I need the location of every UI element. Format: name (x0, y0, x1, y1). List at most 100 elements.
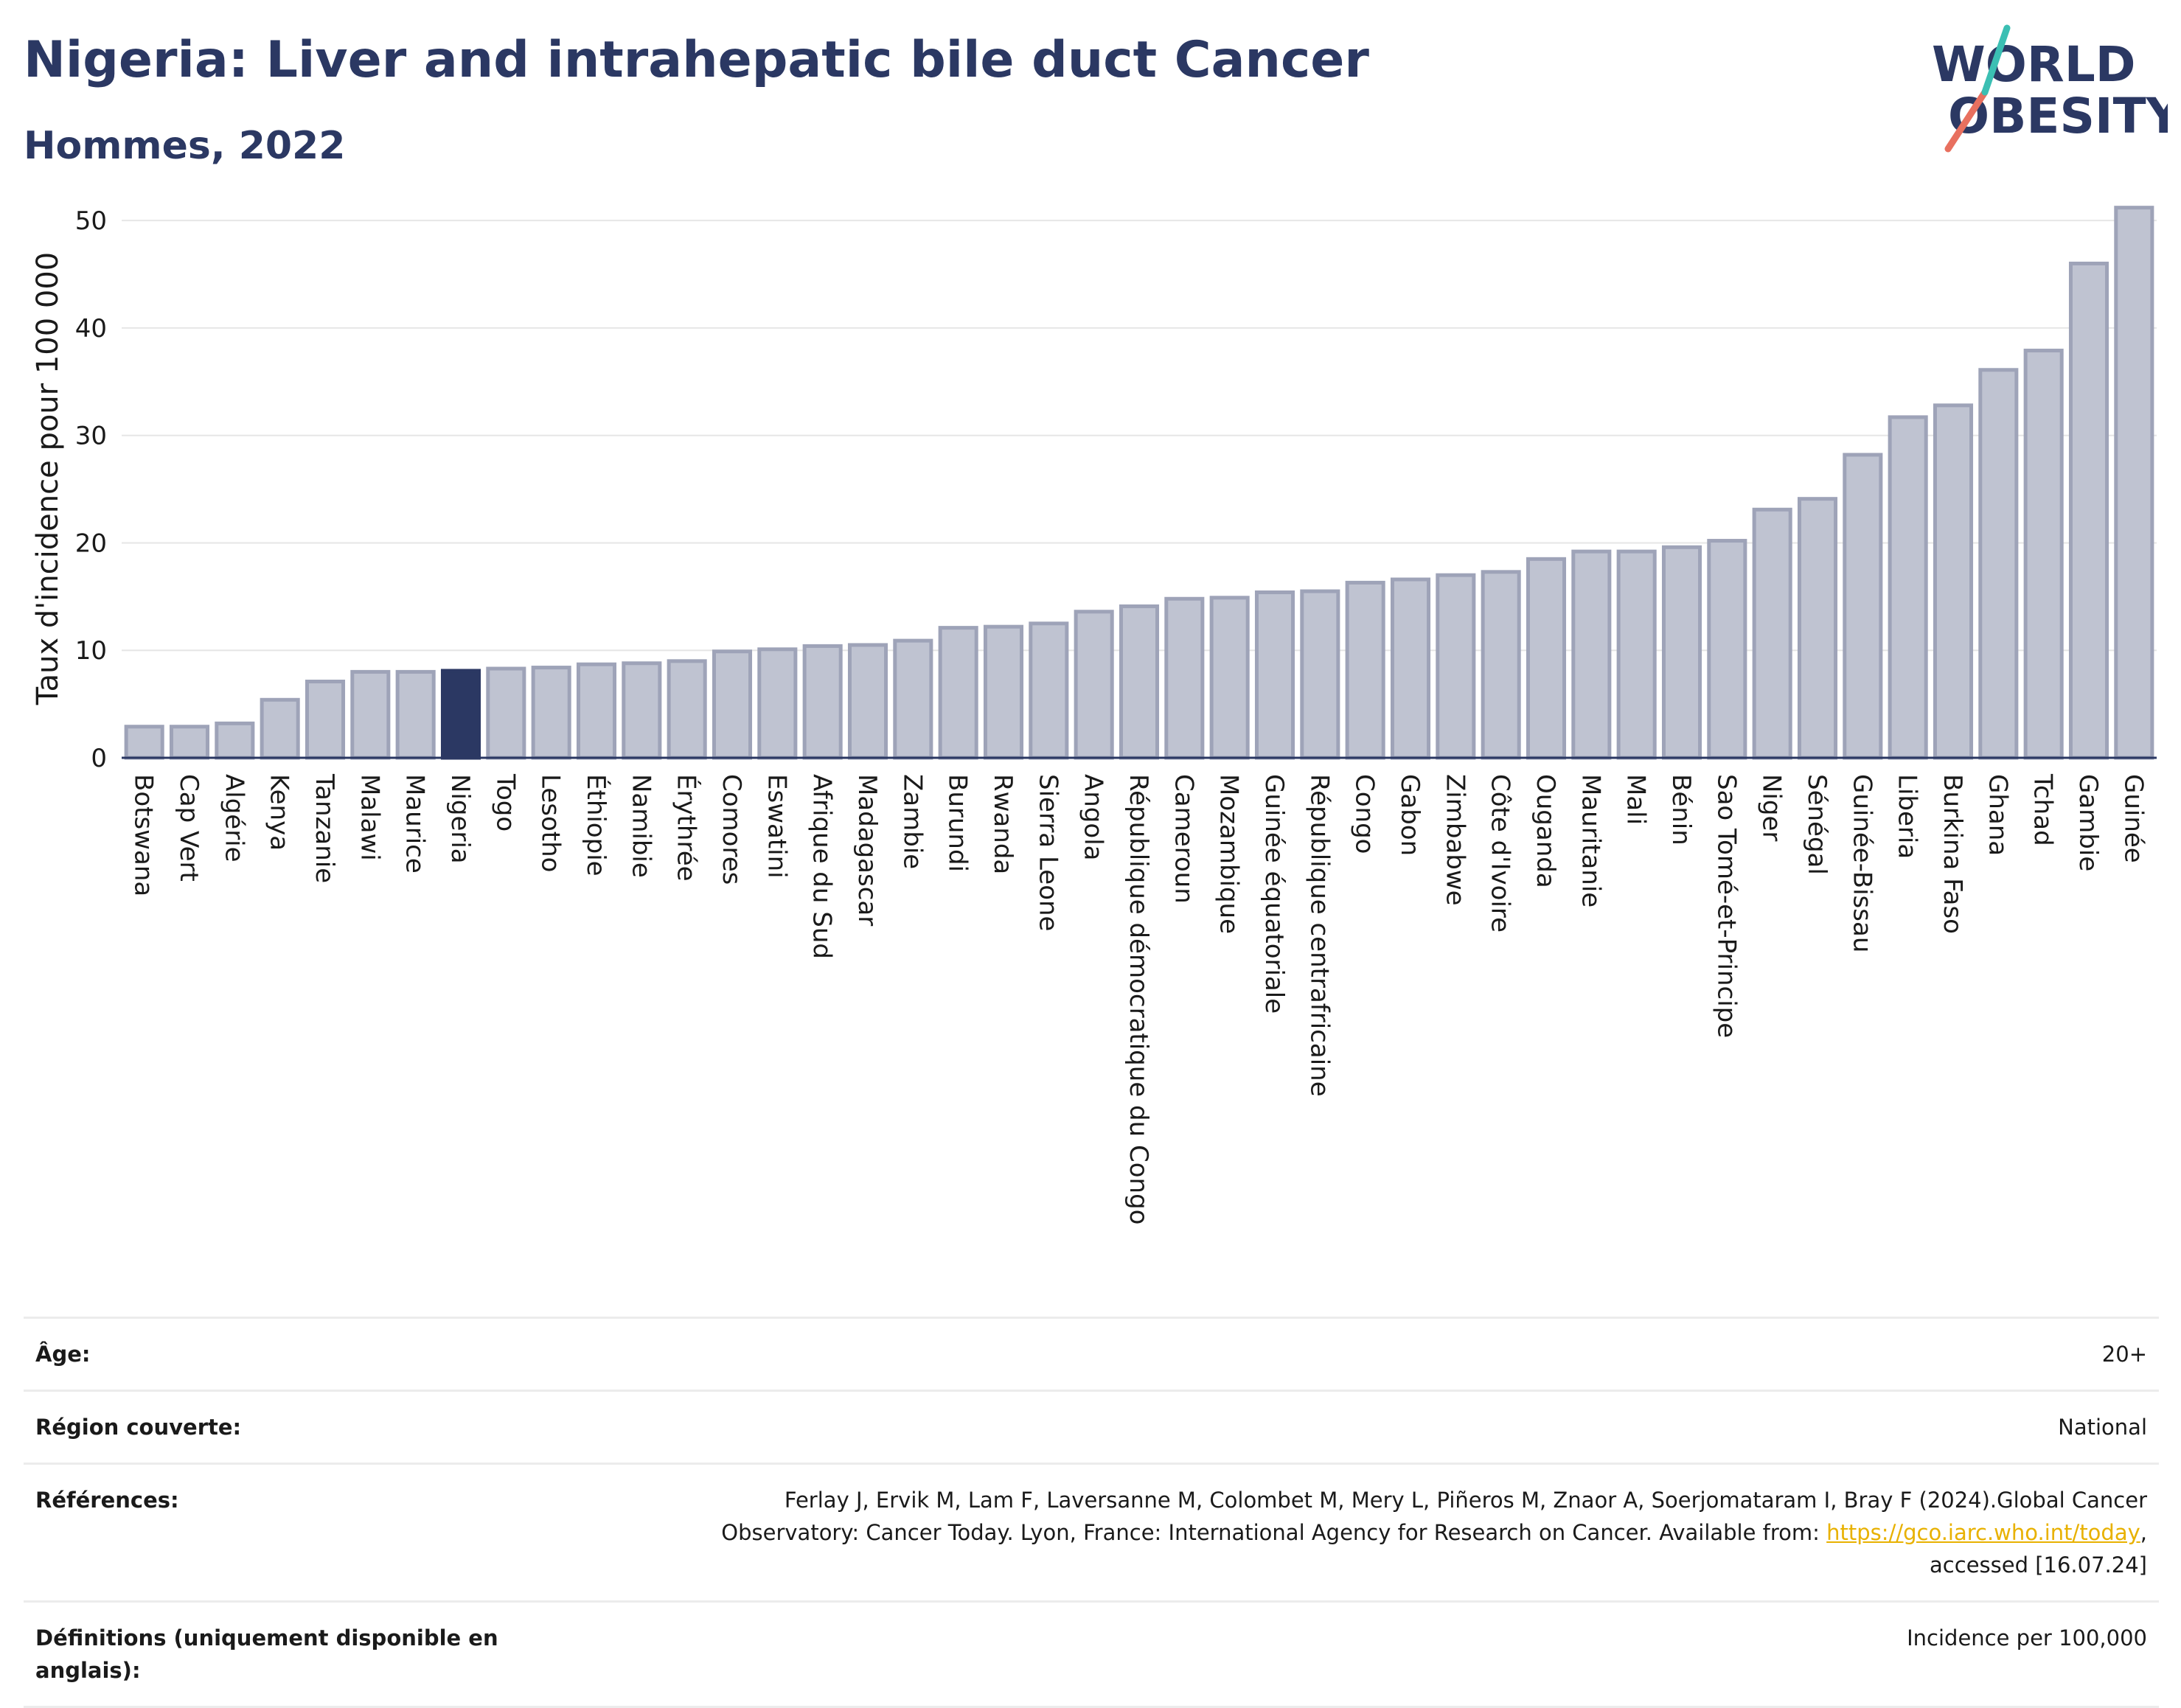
bar-guin-e-quatoriale[interactable] (1254, 590, 1295, 760)
page-subtitle: Hommes, 2022 (24, 124, 346, 168)
y-tick-label: 40 (75, 314, 107, 344)
bar-comores[interactable] (712, 649, 753, 760)
x-tick-label: Mauritanie (1576, 774, 1605, 907)
bar-rwanda[interactable] (983, 624, 1024, 760)
bar-guin-e[interactable] (2114, 206, 2154, 760)
bar-ouganda[interactable] (1526, 557, 1567, 760)
world-obesity-logo: WORLD OBESITY (1932, 24, 2168, 153)
bar-r-publique-d-mocratique-du-congo[interactable] (1119, 604, 1160, 760)
bar-sierra-leone[interactable] (1029, 621, 1069, 760)
bar-alg-rie[interactable] (215, 721, 255, 760)
references-line2-end: , (2140, 1520, 2147, 1545)
x-tick-label: Érythrée (672, 774, 702, 882)
x-tick-label: Éthiopie (581, 774, 611, 876)
bars (124, 206, 2154, 760)
references-label: Références: (35, 1488, 179, 1513)
bar-kenya[interactable] (260, 697, 300, 760)
bar-burkina-faso[interactable] (1933, 403, 1974, 760)
x-tick-label: Cap Vert (174, 774, 204, 882)
x-tick-label: Botswana (129, 774, 159, 896)
x-tick-label: Cameroun (1169, 774, 1198, 904)
bar-angola[interactable] (1074, 610, 1114, 760)
x-tick-label: Tanzanie (310, 773, 339, 883)
references-link[interactable]: https://gco.iarc.who.int/today (1826, 1520, 2140, 1545)
bar-cap-vert[interactable] (169, 725, 210, 760)
bar-cameroun[interactable] (1164, 596, 1205, 760)
definitions-value: Incidence per 100,000 (1907, 1625, 2147, 1651)
bar-malawi[interactable] (350, 669, 391, 760)
logo-line1: WORLD (1932, 36, 2136, 93)
x-tick-label: Sierra Leone (1033, 774, 1062, 931)
x-tick-label: Ghana (1983, 774, 2012, 856)
bar-mozambique[interactable] (1209, 596, 1250, 760)
x-tick-label: Comores (717, 774, 746, 885)
page-title: Nigeria: Liver and intrahepatic bile duc… (24, 31, 1369, 89)
bar-namibie[interactable] (622, 661, 662, 760)
references-line3: accessed [16.07.24] (1930, 1552, 2147, 1578)
definitions-label: Définitions (uniquement disponible en an… (35, 1625, 498, 1683)
bar-tanzanie[interactable] (305, 680, 346, 760)
x-tick-label: République démocratique du Congo (1124, 774, 1153, 1224)
x-tick-label: Zimbabwe (1440, 774, 1469, 906)
x-tick-label: Namibie (626, 774, 655, 878)
bar-ghana[interactable] (1978, 368, 2019, 760)
bar-gambie[interactable] (2068, 261, 2109, 760)
bar-mauritanie[interactable] (1571, 549, 1612, 760)
info-row-references: Références: Ferlay J, Ervik M, Lam F, La… (24, 1463, 2159, 1600)
bar-burundi[interactable] (938, 626, 978, 760)
bar-liberia[interactable] (1888, 415, 1928, 760)
x-tick-label: Guinée équatoriale (1259, 774, 1289, 1014)
y-tick-label: 30 (75, 422, 107, 451)
y-tick-label: 0 (91, 744, 107, 773)
bar-gabon[interactable] (1390, 577, 1431, 760)
y-tick-label: 20 (75, 529, 107, 558)
bar--rythr-e[interactable] (667, 659, 707, 760)
bar-zambie[interactable] (893, 638, 933, 760)
x-tick-label: Congo (1350, 774, 1380, 854)
bar-guin-e-bissau[interactable] (1843, 453, 1883, 760)
bar-afrique-du-sud[interactable] (802, 644, 843, 760)
bar-s-n-gal[interactable] (1797, 497, 1838, 760)
x-tick-label: Eswatini (762, 774, 791, 879)
bar-mali[interactable] (1616, 549, 1657, 760)
bar-zimbabwe[interactable] (1436, 573, 1476, 760)
age-label: Âge: (35, 1342, 91, 1367)
bar--thiopie[interactable] (576, 662, 617, 760)
bar-tchad[interactable] (2023, 349, 2064, 760)
region-value: National (2058, 1415, 2147, 1440)
bar-sao-tom-et-principe[interactable] (1707, 539, 1747, 760)
bar-c-te-d-ivoire[interactable] (1481, 570, 1521, 760)
logo-slash-teal (1981, 24, 2011, 96)
bar-niger[interactable] (1752, 507, 1792, 760)
x-tick-label: Lesotho (536, 774, 566, 872)
x-tick-label: Nigeria (445, 774, 475, 864)
x-tick-label: Malawi (355, 774, 384, 861)
x-tick-label: Kenya (265, 774, 294, 851)
x-tick-label: Sao Tomé-et-Principe (1711, 774, 1741, 1038)
x-tick-label: Madagascar (852, 774, 882, 926)
bar-botswana[interactable] (124, 725, 164, 760)
x-tick-label: Gambie (2073, 774, 2103, 871)
age-value: 20+ (2101, 1342, 2147, 1367)
bar-lesotho[interactable] (531, 666, 571, 760)
bar-eswatini[interactable] (757, 647, 798, 760)
region-label: Région couverte: (35, 1415, 242, 1440)
info-row-age: Âge: 20+ (24, 1317, 2159, 1390)
x-tick-label: Afrique du Sud (807, 774, 837, 959)
x-tick-label: Ouganda (1531, 774, 1560, 888)
bar-nigeria[interactable] (440, 669, 481, 760)
bar-madagascar[interactable] (847, 643, 888, 760)
bar-togo[interactable] (486, 666, 526, 760)
bar-b-nin[interactable] (1661, 545, 1702, 760)
x-tick-label: Bénin (1666, 774, 1696, 846)
references-value: Ferlay J, Ervik M, Lam F, Laversanne M, … (721, 1484, 2147, 1581)
bar-maurice[interactable] (395, 669, 436, 760)
x-tick-label: Algérie (219, 774, 248, 862)
bar-congo[interactable] (1345, 580, 1385, 760)
info-row-definitions: Définitions (uniquement disponible en an… (24, 1600, 2159, 1708)
x-tick-label: Mozambique (1214, 774, 1244, 934)
x-tick-labels: Botswana Cap Vert Algérie Kenya Tanzanie Mala… (129, 773, 2149, 1224)
info-row-region: Région couverte: National (24, 1390, 2159, 1463)
x-tick-label: Sénégal (1802, 774, 1832, 875)
bar-r-publique-centrafricaine[interactable] (1300, 589, 1340, 760)
